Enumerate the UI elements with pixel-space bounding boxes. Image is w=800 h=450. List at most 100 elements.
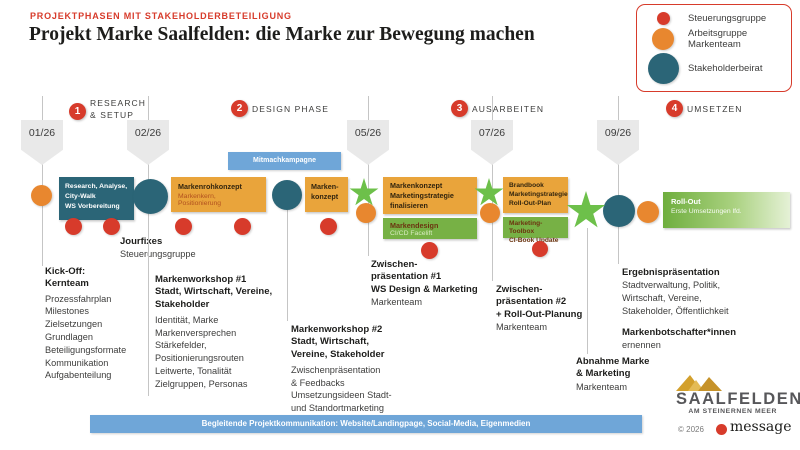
stakeholderbeirat-dot-icon (647, 53, 679, 84)
box-subtitle: CI/CD Facelift (390, 229, 433, 237)
milestone-flag-05-26: 05/26 (347, 120, 389, 165)
note-body: Prozessfahrplan Milestones Zielsetzungen… (45, 293, 127, 381)
agency-wordmark: message (730, 419, 792, 435)
mountains-logo-icon (676, 375, 722, 391)
arbeitsgruppe-dot-icon (652, 28, 674, 50)
legend-label: Steuerungsgruppe (688, 12, 767, 24)
note-body: Stadtverwaltung, Politik, Wirtschaft, Ve… (622, 280, 729, 316)
activity-box-research: Research, Analyse, City-Walk WS Vorberei… (59, 177, 134, 220)
stakeholderbeirat-dot-icon (133, 179, 168, 214)
box-subtitle: Erste Umsetzungen lfd. (671, 208, 742, 215)
note-title: Zwischen- präsentation #1 (371, 259, 442, 283)
activity-box-brandbook: Brandbook Marketingstrategie Roll-Out-Pl… (503, 177, 568, 213)
activity-box-rollout: Roll-Out Erste Umsetzungen lfd. (663, 192, 790, 228)
legend-dot-wrap (647, 12, 679, 25)
steuerungsgruppe-dot-icon (175, 218, 192, 235)
phase-3-label: AUSARBEITEN (472, 104, 545, 114)
milestone-flag-09-26: 09/26 (597, 120, 639, 165)
activity-box-marketing-toolbox: Marketing-Toolbox CI-Book Update (503, 217, 568, 244)
stakeholderbeirat-dot-icon (272, 180, 302, 210)
activity-box-markenrohkonzept: Markenrohkonzept Markenkern, Positionier… (171, 177, 266, 212)
note-markenworkshop-2: Markenworkshop #2 Stadt, Wirtschaft, Ver… (291, 324, 411, 415)
phase-1-label: RESEARCH & SETUP (90, 98, 147, 120)
legend-item-arbeitsgruppe: Arbeitsgruppe Markenteam (647, 28, 781, 51)
legend-dot-wrap (647, 53, 679, 84)
box-title: Markendesign (390, 220, 439, 230)
timeline-line (618, 96, 619, 264)
legend-item-stakeholderbeirat: Stakeholderbeirat (647, 53, 781, 84)
phase-4-label: UMSETZEN (687, 104, 743, 114)
legend: Steuerungsgruppe Arbeitsgruppe Markentea… (636, 4, 792, 92)
note-body: Markenteam (371, 296, 423, 307)
timeline-line (42, 96, 43, 266)
milestone-flag-02-26: 02/26 (127, 120, 169, 165)
campaign-banner: Mitmachkampagne #meinSaalfelden (228, 152, 341, 182)
box-title: Roll-Out (671, 197, 701, 206)
steuerungsgruppe-dot-icon (103, 218, 120, 235)
phase-1-number-badge: 1 (69, 103, 86, 120)
note-title: Markenworkshop #1 Stadt, Wirtschaft, Ver… (155, 274, 273, 310)
note-title: Zwischen- präsentation #2 (496, 284, 567, 308)
note-ergebnispraesentation: Ergebnispräsentation Stadtverwaltung, Po… (622, 267, 772, 352)
eyebrow-heading: PROJEKTPHASEN MIT STAKEHOLDERBETEILIGUNG (30, 11, 292, 21)
note-title: Kick-Off: Kernteam (45, 266, 89, 290)
note-title-2: WS Design & Marketing (371, 283, 478, 295)
timeline-line (287, 210, 288, 321)
activity-box-markendesign: Markendesign CI/CD Facelift (383, 218, 477, 239)
note-body-2: ernennen (622, 339, 661, 350)
phase-3-number-badge: 3 (451, 100, 468, 117)
activity-box-markenkonzept: Marken- konzept (305, 177, 348, 212)
logo-wordmark: SAALFELDEN (676, 390, 800, 408)
note-body: Markenteam (576, 381, 628, 392)
note-body: Zwischenpräsentation & Feedbacks Umsetzu… (291, 364, 392, 414)
phase-2-label: DESIGN PHASE (252, 104, 329, 114)
note-markenworkshop-1: Markenworkshop #1 Stadt, Wirtschaft, Ver… (155, 274, 280, 391)
steuerungsgruppe-dot-icon (234, 218, 251, 235)
logo-tagline: AM STEINERNEN MEER (688, 408, 777, 415)
legend-dot-wrap (647, 28, 679, 50)
milestone-flag-07-26: 07/26 (471, 120, 513, 165)
arbeitsgruppe-dot-icon (31, 185, 52, 206)
arbeitsgruppe-dot-icon (480, 203, 500, 223)
note-zwischenpraesentation-1: Zwischen- präsentation #1 WS Design & Ma… (371, 259, 481, 309)
milestone-flag-01-26: 01/26 (21, 120, 63, 165)
note-jourfixes: Jourfixes Steuerungsgruppe (120, 236, 196, 261)
steuerungsgruppe-dot-icon (656, 12, 670, 25)
steuerungsgruppe-dot-icon (421, 242, 438, 259)
note-title: Jourfixes (120, 236, 163, 247)
note-abnahme: Abnahme Marke & Marketing Markenteam (576, 356, 666, 393)
legend-label: Stakeholderbeirat (688, 62, 763, 74)
milestone-star-icon (566, 191, 606, 228)
box-title: Markenrohkonzept (178, 182, 242, 191)
timeline-line (148, 96, 149, 396)
note-body: Steuerungsgruppe (120, 249, 196, 260)
timeline-line (587, 228, 588, 354)
activity-box-markenkonzept-finalisieren: Markenkonzept Marketingstrategie finalis… (383, 177, 477, 214)
stakeholderbeirat-dot-icon (603, 195, 635, 227)
phase-4-number-badge: 4 (666, 100, 683, 117)
steuerungsgruppe-dot-icon (532, 241, 548, 257)
legend-item-steuerungsgruppe: Steuerungsgruppe (647, 12, 781, 25)
legend-label: Arbeitsgruppe Markenteam (688, 27, 748, 51)
arbeitsgruppe-dot-icon (637, 201, 659, 223)
agency-dot-icon (716, 424, 727, 435)
note-kickoff: Kick-Off: Kernteam Prozessfahrplan Miles… (45, 266, 145, 382)
phase-2-number-badge: 2 (231, 100, 248, 117)
note-title-2: Markenbotschafter*innen (622, 326, 737, 338)
note-body: Markenteam (496, 321, 548, 332)
steuerungsgruppe-dot-icon (320, 218, 337, 235)
timeline-line (368, 96, 369, 256)
note-body: Identität, Marke Markenversprechen Stärk… (155, 314, 248, 389)
steuerungsgruppe-dot-icon (65, 218, 82, 235)
note-title-2: + Roll-Out-Planung (496, 308, 583, 320)
footer-banner: Begleitende Projektkommunikation: Websit… (90, 415, 642, 433)
note-title: Markenworkshop #2 Stadt, Wirtschaft, Ver… (291, 324, 385, 360)
copyright-text: © 2026 (678, 425, 704, 434)
note-zwischenpraesentation-2: Zwischen- präsentation #2 + Roll-Out-Pla… (496, 284, 596, 334)
box-subtitle: Markenkern, Positionierung (178, 193, 222, 207)
arbeitsgruppe-dot-icon (356, 203, 376, 223)
note-title: Abnahme Marke & Marketing (576, 356, 650, 380)
note-title: Ergebnispräsentation (622, 267, 720, 278)
page-title: Projekt Marke Saalfelden: die Marke zur … (29, 24, 535, 45)
